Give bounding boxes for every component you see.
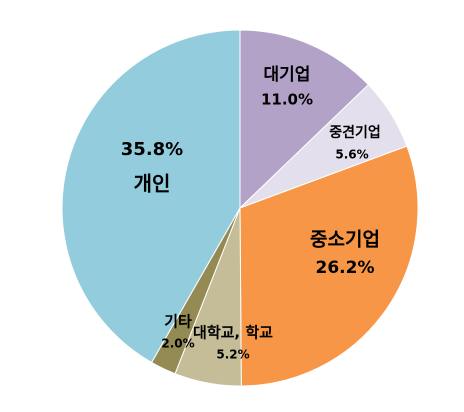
slice-label: 개인 xyxy=(134,172,171,196)
pie-slice xyxy=(239,145,419,387)
slice-label: 중소기업 xyxy=(310,229,380,251)
slice-label: 중견기업 xyxy=(329,124,381,141)
slice-label: 기타 xyxy=(164,313,192,331)
slice-value-label: 11.0% xyxy=(261,91,313,109)
slice-value-label: 5.6% xyxy=(335,148,368,162)
pie-slice xyxy=(239,29,370,210)
slice-label: 대학교, 학교 xyxy=(193,324,273,342)
pie-slice xyxy=(61,29,241,364)
slice-value-label: 26.2% xyxy=(316,258,375,278)
slice-value-label: 5.2% xyxy=(216,348,249,362)
slice-label: 대기업 xyxy=(264,65,311,85)
slice-value-label: 35.8% xyxy=(121,139,183,160)
slice-value-label: 2.0% xyxy=(161,337,194,351)
